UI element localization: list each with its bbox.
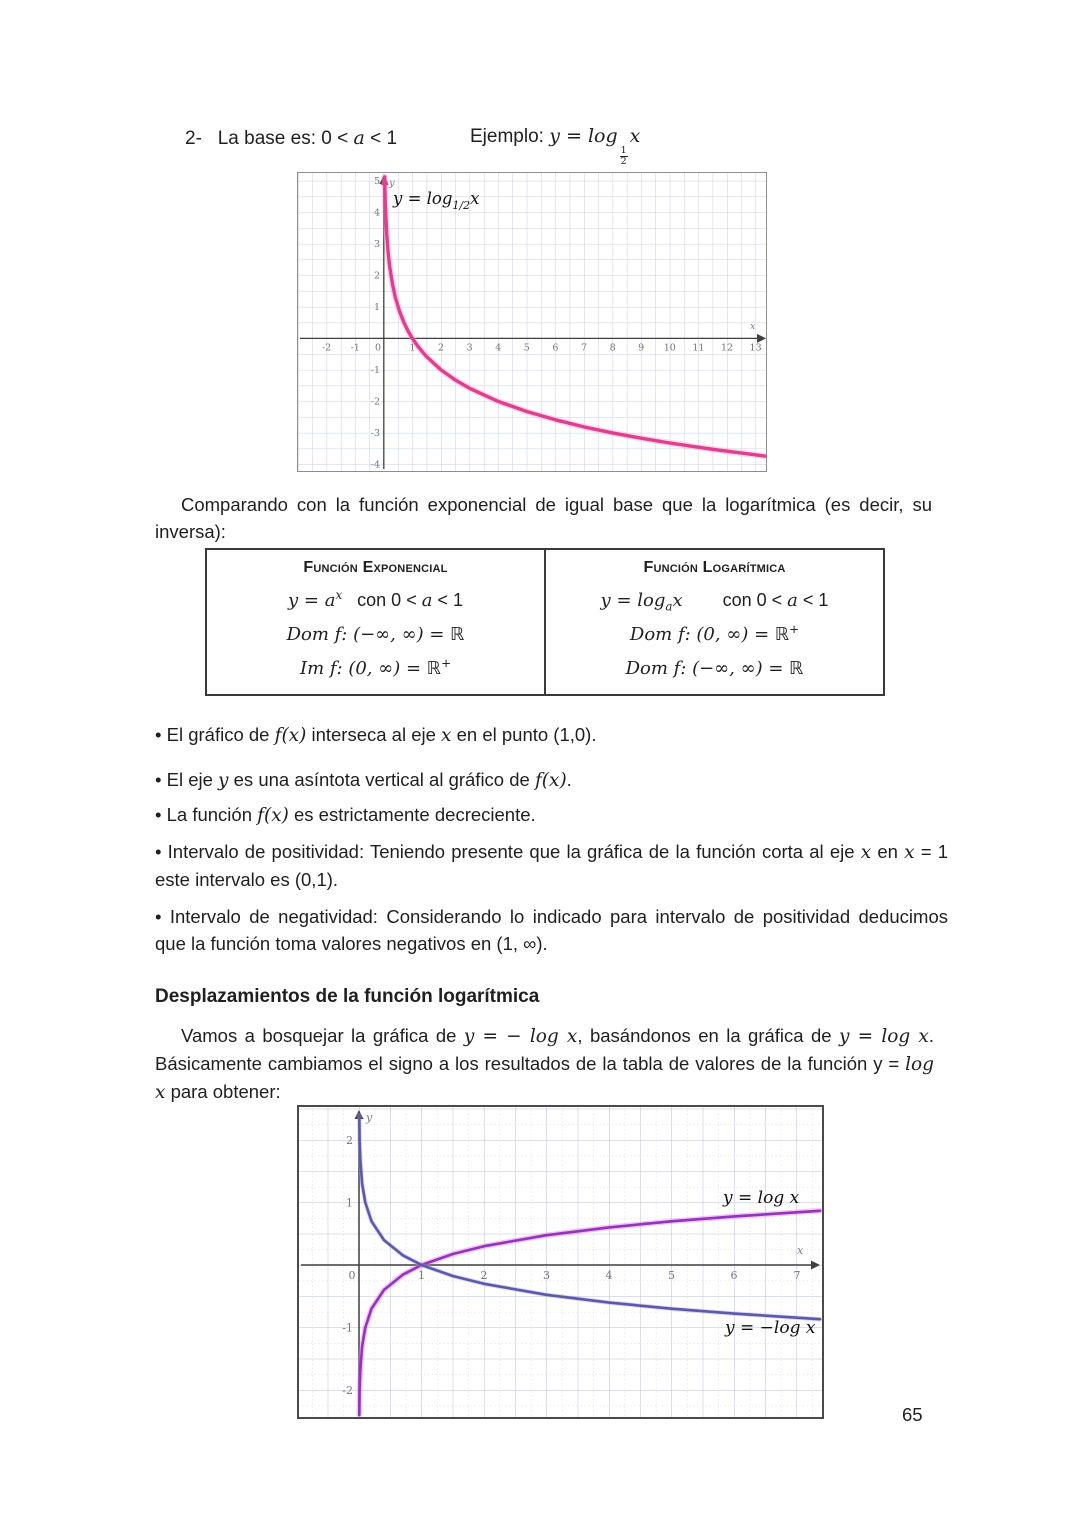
y-axis-letter: y <box>388 178 395 189</box>
g2-ytick: 1 <box>346 1197 353 1210</box>
exp-formula: y = ax con 0 < a < 1 <box>288 588 463 611</box>
bullet-item: • El eje y es una asíntota vertical al g… <box>155 768 572 791</box>
g1-xtick: 8 <box>610 343 616 354</box>
g1-ytick: -2 <box>371 396 380 407</box>
g1-xtick: 4 <box>495 343 501 354</box>
g1-ytick: -3 <box>371 428 380 439</box>
table-cell-logarithmic: Función Logarítmica y = logax con 0 < a … <box>544 550 883 694</box>
g2-xtick: 1 <box>418 1269 425 1282</box>
page-number: 65 <box>902 1404 923 1425</box>
shifts-paragraph: Vamos a bosquejar la gráfica de y = − lo… <box>155 1025 940 1103</box>
g2-xtick: 6 <box>731 1269 738 1282</box>
g2-neglog-label: y = −log x <box>724 1318 816 1338</box>
g1-xtick: 1 <box>409 343 415 354</box>
axes <box>300 181 759 469</box>
log-image: Dom f: (−∞, ∞) = ℝ <box>625 658 804 679</box>
y-tick-labels: 5 4 3 2 1 -1 -2 -3 -4 <box>371 176 380 471</box>
table-cell-exponential: Función Exponencial y = ax con 0 < a < 1… <box>207 550 544 694</box>
g1-ytick: -1 <box>371 365 380 376</box>
g2-ytick: 2 <box>346 1134 353 1147</box>
x-axis-letter: x <box>750 321 756 332</box>
g1-ytick: 5 <box>374 176 380 187</box>
properties-list: • El gráfico de f(x) interseca al eje x … <box>155 722 948 958</box>
curve-log <box>357 1209 822 1417</box>
graph-log-half: x y -2 -1 0 1 2 3 4 5 6 7 8 9 10 11 12 1… <box>297 172 767 472</box>
grid-dotted <box>299 1107 822 1417</box>
shifts-heading: Desplazamientos de la función logarítmic… <box>155 986 540 1007</box>
g1-xtick: -1 <box>351 343 360 354</box>
g1-xtick: 5 <box>524 343 530 354</box>
g2-xtick: 0 <box>349 1269 356 1282</box>
g1-xtick: 9 <box>638 343 644 354</box>
x-axis-arrow <box>811 1260 820 1270</box>
log-domain: Dom f: (0, ∞) = ℝ+ <box>629 622 800 645</box>
bullet-item: • La función f(x) es estrictamente decre… <box>155 803 536 826</box>
graph-log-neglog: x y 0 1 2 3 4 5 6 7 2 1 -1 -2 y = lo <box>297 1105 824 1419</box>
g1-ytick: 4 <box>374 207 380 218</box>
bullet-item: • Intervalo de positividad: Teniendo pre… <box>155 841 954 891</box>
g1-xtick: 7 <box>581 343 587 354</box>
graph-log-half-svg: x y -2 -1 0 1 2 3 4 5 6 7 8 9 10 11 12 1… <box>298 173 766 471</box>
g2-xtick: 5 <box>668 1269 675 1282</box>
bullet-item: • Intervalo de negatividad: Considerando… <box>155 906 954 954</box>
g2-xtick: 2 <box>481 1269 488 1282</box>
curve-arrow <box>380 175 389 185</box>
x-tick-labels: 0 1 2 3 4 5 6 7 <box>349 1269 801 1282</box>
y-axis-letter: y <box>365 1111 373 1124</box>
table-header-logarithmic: Función Logarítmica <box>643 559 786 576</box>
example-heading: Ejemplo: y = log 1 2 x <box>470 125 641 168</box>
curve-log-half <box>382 175 766 458</box>
g1-xtick: 2 <box>438 343 444 354</box>
g1-ytick: 2 <box>374 270 380 281</box>
exp-domain: Dom f: (−∞, ∞) = ℝ <box>286 624 465 645</box>
table-header-exponential: Función Exponencial <box>303 559 448 576</box>
g1-xtick: 13 <box>750 343 762 354</box>
g1-ytick: 1 <box>374 302 380 313</box>
grid <box>298 173 766 471</box>
y-tick-labels: 2 1 -1 -2 <box>342 1134 353 1397</box>
curve-neg-log <box>357 1113 822 1321</box>
g1-ytick: 3 <box>374 239 380 250</box>
comparison-table: Función Exponencial y = ax con 0 < a < 1… <box>205 548 885 696</box>
graph-log-neglog-svg: x y 0 1 2 3 4 5 6 7 2 1 -1 -2 y = lo <box>299 1107 822 1417</box>
g2-xtick: 4 <box>606 1269 613 1282</box>
g1-xtick: 10 <box>664 343 676 354</box>
x-axis-arrow <box>757 333 766 343</box>
g1-xtick: 0 <box>375 343 381 354</box>
exp-image: Im f: (0, ∞) = ℝ+ <box>299 656 452 679</box>
g1-xtick: -2 <box>322 343 331 354</box>
log-formula: y = logax con 0 < a < 1 <box>600 590 829 614</box>
x-tick-labels: -2 -1 0 1 2 3 4 5 6 7 8 9 10 11 12 13 <box>322 343 762 354</box>
item-heading: 2- La base es: 0 < a < 1 <box>185 127 398 149</box>
g1-xtick: 3 <box>467 343 473 354</box>
g2-log-label: y = log x <box>722 1188 800 1208</box>
g1-ytick: -4 <box>371 459 380 470</box>
g2-xtick: 7 <box>794 1269 801 1282</box>
g1-xtick: 6 <box>552 343 558 354</box>
compare-paragraph: Comparando con la función exponencial de… <box>155 494 938 542</box>
g1-curve-label: y = log1/2x <box>392 189 480 212</box>
g2-ytick: -1 <box>342 1322 353 1335</box>
g2-xtick: 3 <box>543 1269 550 1282</box>
g2-ytick: -2 <box>342 1384 353 1397</box>
bullet-item: • El gráfico de f(x) interseca al eje x … <box>155 724 597 746</box>
g1-xtick: 12 <box>721 343 733 354</box>
x-axis-letter: x <box>797 1244 804 1257</box>
axes <box>301 1115 813 1413</box>
g1-xtick: 11 <box>692 343 704 354</box>
